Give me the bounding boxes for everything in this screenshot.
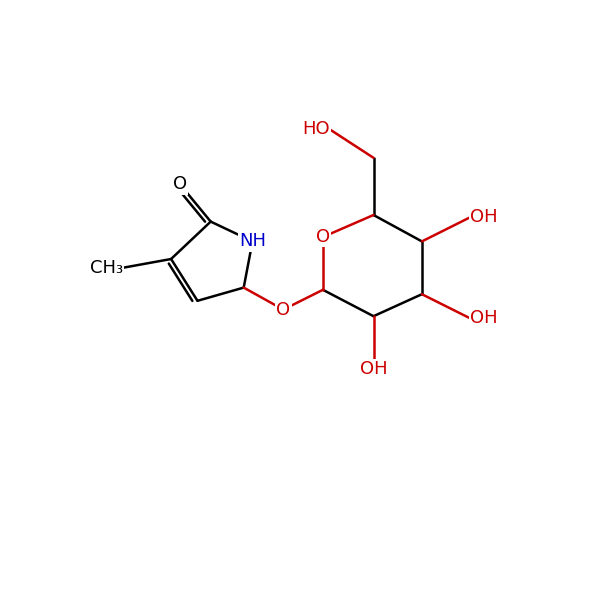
Text: O: O: [173, 175, 187, 193]
Text: CH₃: CH₃: [89, 259, 123, 277]
Text: NH: NH: [239, 232, 266, 250]
Text: O: O: [276, 301, 290, 319]
Text: OH: OH: [359, 360, 388, 378]
Text: HO: HO: [302, 120, 329, 138]
Text: OH: OH: [470, 310, 498, 328]
Text: O: O: [316, 228, 330, 246]
Text: OH: OH: [470, 208, 498, 226]
